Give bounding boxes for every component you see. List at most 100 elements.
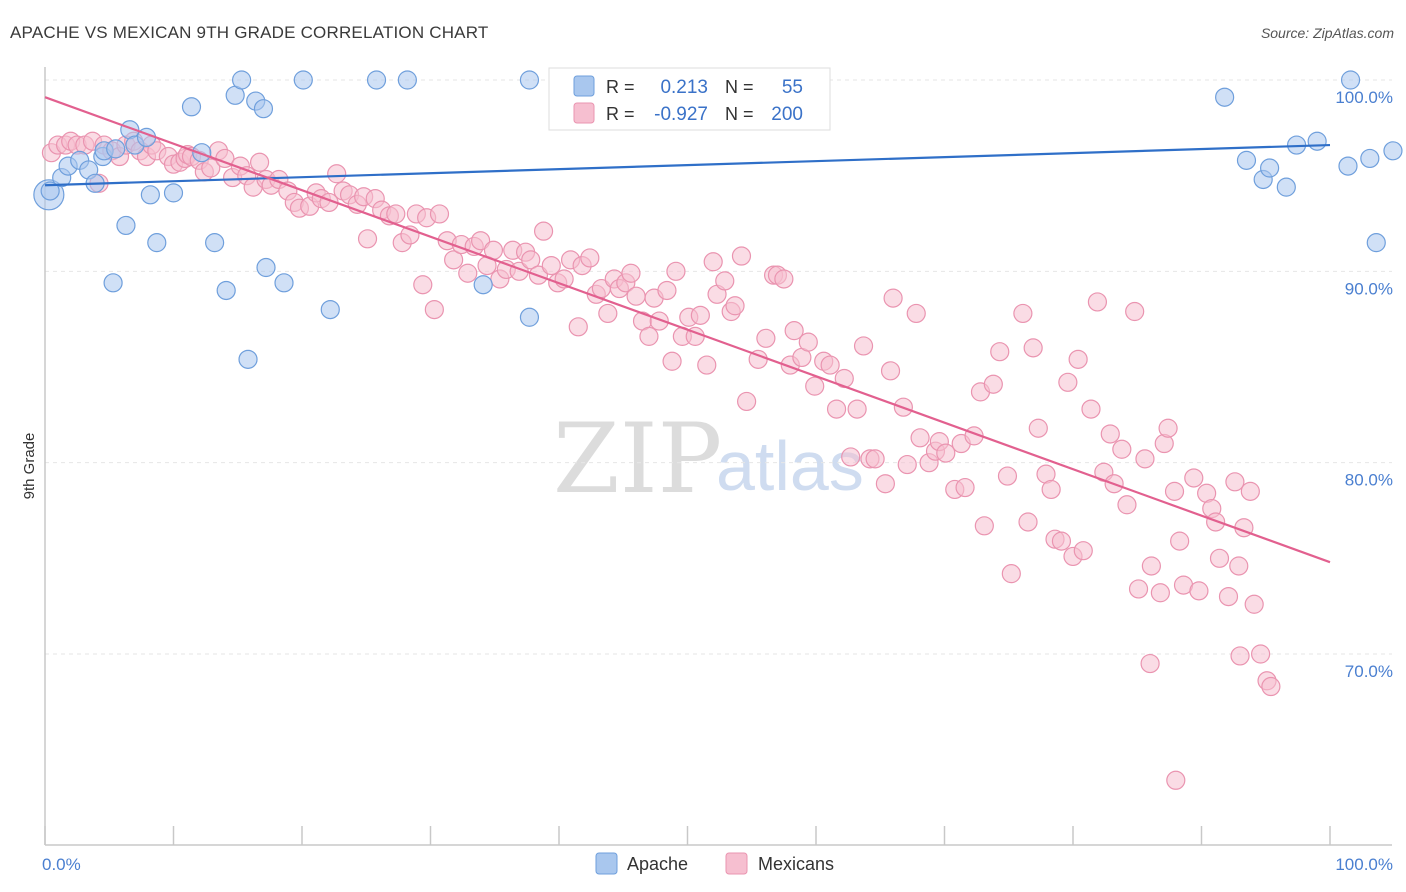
y-tick-label: 80.0% (1345, 471, 1393, 490)
mexicans-point (1068, 349, 1088, 369)
mexicans-point (580, 248, 600, 268)
mexicans-point (458, 263, 478, 283)
apache-trend-line (44, 143, 1331, 187)
x-tick-marks (44, 826, 1331, 845)
mexicans-r-value: -0.927 (654, 104, 708, 125)
apache-point (320, 300, 340, 320)
mexicans-point (955, 477, 975, 498)
apache-point (140, 185, 160, 205)
apache-point (1260, 158, 1280, 178)
apache-point (293, 70, 313, 90)
apache-swatch (573, 75, 595, 97)
apache-n-value: 55 (782, 77, 803, 98)
mexicans-point (1013, 303, 1033, 324)
mexicans-points (41, 131, 1281, 790)
mexicans-point (429, 204, 450, 224)
mexicans-point (1051, 531, 1072, 551)
mexicans-point (386, 204, 406, 224)
apache-point (1307, 131, 1327, 151)
apache-r-label: R = (606, 77, 635, 97)
mexicans-point (703, 252, 723, 272)
mexicans-point (1028, 418, 1048, 438)
mexicans-point (1117, 495, 1137, 515)
mexicans-point (906, 303, 926, 324)
y-tick-label: 70.0% (1345, 662, 1393, 681)
mexicans-point (666, 261, 686, 281)
legend: Apache Mexicans (595, 852, 834, 875)
mexicans-point (249, 152, 270, 172)
mexicans-point (983, 374, 1003, 394)
mexicans-point (649, 311, 669, 331)
mexicans-point (201, 158, 221, 178)
mexicans-n-label: N = (725, 104, 754, 124)
stats-box: R = 0.213 N = 55 R = -0.927 N = 200 (548, 67, 831, 131)
mexicans-point (1087, 292, 1108, 312)
apache-point (103, 273, 123, 293)
mexicans-point (725, 296, 745, 316)
apache-point (473, 275, 493, 295)
apache-point (116, 215, 136, 236)
mexicans-point (1140, 653, 1160, 674)
apache-point (519, 307, 540, 327)
x-tick-label-min: 0.0% (42, 855, 81, 874)
apache-point (253, 99, 274, 119)
mexicans-point (1073, 541, 1093, 561)
mexicans-point (471, 231, 491, 251)
mexicans-point (657, 280, 677, 301)
mexicans-point (521, 250, 541, 270)
mexicans-point (805, 376, 825, 396)
apache-point (232, 70, 252, 90)
watermark-zip: ZIP (553, 403, 722, 515)
mexicans-point (444, 250, 464, 270)
apache-point (256, 257, 276, 278)
mexicans-point (784, 321, 804, 341)
source-label: Source: ZipAtlas.com (1261, 25, 1394, 41)
mexicans-point (880, 361, 901, 381)
mexicans-point (621, 263, 641, 283)
mexicans-point (1058, 372, 1078, 392)
mexicans-point (826, 399, 847, 419)
mexicans-point (639, 326, 659, 346)
apache-point (181, 97, 202, 117)
mexicans-trend-line (44, 96, 1331, 564)
mexicans-r-label: R = (606, 104, 635, 124)
apache-point (1236, 150, 1257, 170)
mexicans-point (1230, 646, 1250, 666)
apache-point (1366, 233, 1386, 253)
mexicans-point (1184, 468, 1204, 488)
mexicans-point (1018, 512, 1038, 532)
mexicans-point (936, 443, 956, 463)
apache-point (163, 183, 184, 203)
mexicans-point (413, 275, 433, 295)
mexicans-point (715, 271, 735, 291)
mexicans-point (1141, 556, 1161, 576)
mexicans-point (737, 391, 757, 412)
mexicans-point (1240, 481, 1260, 501)
apache-point (238, 349, 258, 369)
apache-point (1360, 148, 1380, 169)
mexicans-point (1081, 399, 1101, 419)
apache-point (216, 280, 236, 301)
mexicans-point (424, 300, 444, 320)
mexicans-point (990, 342, 1010, 362)
apache-point (1338, 156, 1358, 176)
mexicans-point (1112, 439, 1132, 459)
trend-lines (44, 96, 1331, 564)
mexicans-point (1150, 583, 1170, 603)
mexicans-point (847, 399, 867, 419)
mexicans-point (1158, 418, 1178, 438)
legend-apache-label: Apache (627, 854, 688, 874)
mexicans-point (1166, 770, 1186, 790)
mexicans-point (910, 428, 930, 448)
y-axis-label: 9th Grade (21, 433, 38, 500)
mexicans-point (1229, 556, 1249, 576)
mexicans-point (774, 269, 794, 289)
mexicans-point (1128, 579, 1149, 599)
apache-point (106, 139, 126, 159)
y-tick-label: 100.0% (1335, 88, 1393, 107)
mexicans-point (1164, 481, 1185, 501)
mexicans-n-value: 200 (771, 104, 803, 125)
apache-point (205, 233, 225, 253)
mexicans-point (1261, 676, 1281, 697)
mexicans-point (1170, 531, 1190, 551)
